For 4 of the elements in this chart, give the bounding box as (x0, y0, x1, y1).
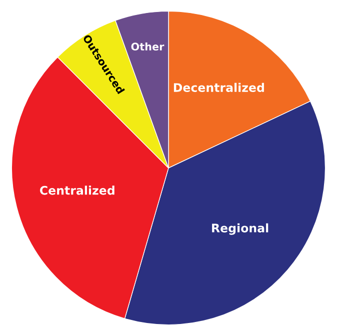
slice-label: Other (131, 42, 164, 51)
slice-label: Centralized (40, 186, 114, 195)
slice-label: Regional (212, 223, 268, 235)
slice-label: Decentralized (174, 82, 264, 92)
